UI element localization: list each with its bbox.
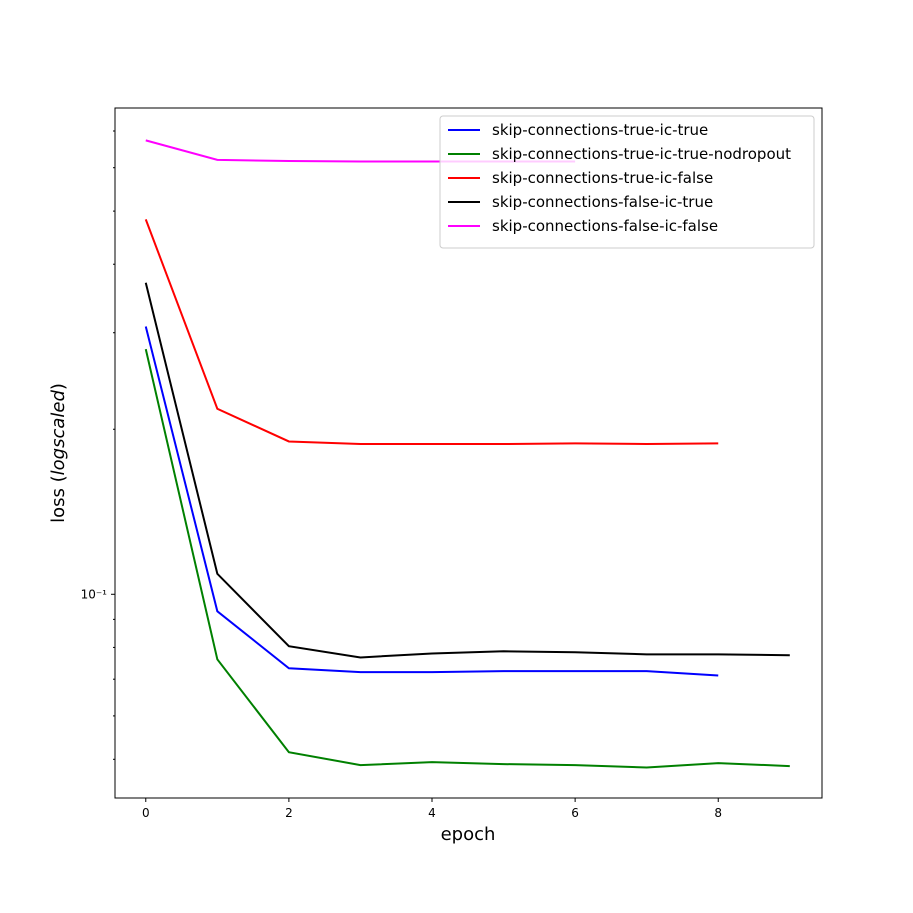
y-label-part: loss ( — [48, 475, 69, 523]
legend-label: skip-connections-false-ic-false — [492, 217, 718, 235]
y-label-part: logscaled — [48, 390, 69, 476]
legend-label: skip-connections-false-ic-true — [492, 193, 713, 211]
series-line — [144, 282, 790, 659]
legend-box — [439, 115, 815, 249]
legend-label: skip-connections-true-ic-true-nodropout — [492, 145, 791, 163]
x-axis-label: epoch — [441, 824, 496, 845]
x-tick-label: 2 — [285, 806, 293, 820]
y-tick-label: 10⁻¹ — [81, 587, 108, 601]
x-tick-label: 8 — [714, 806, 722, 820]
y-label-part: ) — [48, 383, 69, 390]
series-line — [144, 326, 719, 677]
x-tick-label: 0 — [142, 806, 150, 820]
legend-label: skip-connections-true-ic-true — [492, 121, 708, 139]
y-axis-label: loss (logscaled) — [48, 383, 69, 523]
x-tick-label: 6 — [571, 806, 579, 820]
legend-label: skip-connections-true-ic-false — [492, 169, 713, 187]
series-line — [144, 348, 790, 769]
x-tick-label: 4 — [428, 806, 436, 820]
plot-frame — [114, 107, 823, 799]
series-line — [144, 218, 719, 445]
